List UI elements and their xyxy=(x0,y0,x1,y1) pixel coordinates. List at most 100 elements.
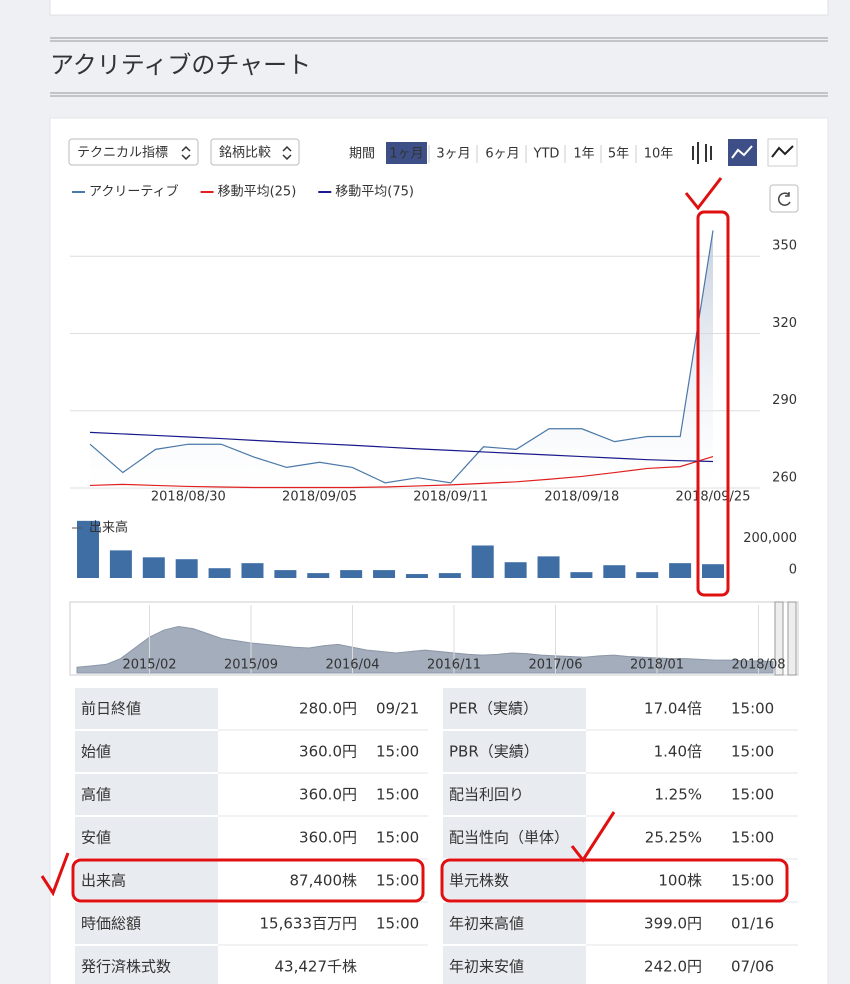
cell-value: 43,427千株 xyxy=(275,958,358,976)
cell-time: 15:00 xyxy=(731,872,774,890)
y-tick-label: 0 xyxy=(789,563,797,578)
bar xyxy=(636,572,659,578)
annotations xyxy=(40,177,789,903)
bar xyxy=(438,573,461,578)
cell-time: 15:00 xyxy=(376,915,419,933)
cell-label: 時価総額 xyxy=(81,915,141,933)
label-cell xyxy=(75,731,218,772)
y-tick-label: 350 xyxy=(772,239,797,254)
label-cell xyxy=(443,946,586,984)
bar xyxy=(340,570,363,578)
navigator-frame xyxy=(69,601,799,676)
y-tick-label: 200,000 xyxy=(743,531,797,546)
series-line xyxy=(89,456,714,489)
bar xyxy=(603,565,626,578)
label-cell xyxy=(443,774,586,815)
cell-value: 15,633百万円 xyxy=(260,915,358,933)
label-cell xyxy=(443,903,586,944)
cell-value: 1.40倍 xyxy=(654,743,702,761)
y-tick-label: 320 xyxy=(772,316,797,331)
period-button[interactable]: 3ヶ月 xyxy=(436,147,470,162)
period-label: 期間 xyxy=(349,147,375,162)
series-line xyxy=(89,431,714,463)
navigator-label: 2015/02 xyxy=(122,658,176,673)
period-button[interactable]: 6ヶ月 xyxy=(485,147,519,162)
cell-label: 高値 xyxy=(81,786,111,804)
legend-label: 移動平均(25) xyxy=(218,185,297,200)
cell-label: PER（実績） xyxy=(449,700,538,718)
bar xyxy=(669,563,692,578)
cell-value: 25.25% xyxy=(645,829,702,847)
legend-label: 出来高 xyxy=(89,520,128,536)
period-selected xyxy=(386,142,427,164)
bar xyxy=(208,568,231,578)
navigator-label: 2018/01 xyxy=(630,658,684,673)
candle-icon[interactable] xyxy=(692,142,712,164)
select-label: テクニカル指標 xyxy=(77,146,168,161)
refresh-button[interactable] xyxy=(769,184,799,213)
cell-value: 360.0円 xyxy=(299,743,357,761)
cell-label: 配当性向（単体） xyxy=(449,829,569,847)
label-cell xyxy=(75,817,218,858)
bar xyxy=(405,574,428,578)
cell-time: 07/06 xyxy=(731,958,774,976)
select[interactable] xyxy=(210,138,300,166)
cell-time: 15:00 xyxy=(376,829,419,847)
cell-label: 配当利回り xyxy=(449,786,524,804)
cell-time: 15:00 xyxy=(731,829,774,847)
cell-value: 242.0円 xyxy=(644,958,702,976)
chart-type-icons xyxy=(692,138,798,167)
period-button[interactable]: 1ヶ月 xyxy=(389,147,423,162)
navigator-label: 2016/04 xyxy=(325,658,379,673)
label-cell xyxy=(443,817,586,858)
navigator-handle[interactable] xyxy=(774,601,784,676)
cell-label: 年初来高値 xyxy=(449,915,524,933)
period-button[interactable]: 10年 xyxy=(644,147,674,162)
cell-time: 09/21 xyxy=(376,700,419,718)
cell-value: 280.0円 xyxy=(299,700,357,718)
cell-label: 前日終値 xyxy=(81,700,141,718)
bar xyxy=(702,564,724,578)
bar xyxy=(307,573,330,578)
area-icon-line xyxy=(731,145,753,159)
series-line xyxy=(89,230,714,484)
cell-time: 15:00 xyxy=(731,786,774,804)
cell-value: 399.0円 xyxy=(644,915,702,933)
legend-label: 移動平均(75) xyxy=(335,185,414,200)
bar xyxy=(373,570,396,578)
bar xyxy=(471,545,494,578)
cell-label: 出来高 xyxy=(81,872,126,890)
bar xyxy=(109,550,132,578)
bar xyxy=(241,563,264,578)
label-cell xyxy=(75,946,218,984)
cell-label: PBR（実績） xyxy=(449,743,539,761)
navigator-handle[interactable] xyxy=(787,601,797,676)
x-tick-label: 2018/08/30 xyxy=(151,490,226,505)
period-button[interactable]: 1年 xyxy=(573,147,594,162)
y-tick-label: 290 xyxy=(772,393,797,408)
select[interactable] xyxy=(68,138,199,166)
bar xyxy=(274,570,297,578)
label-cell xyxy=(443,731,586,772)
navigator-label: 2016/11 xyxy=(427,658,481,673)
area-fill xyxy=(90,230,713,489)
cell-time: 15:00 xyxy=(376,743,419,761)
period-button[interactable]: YTD xyxy=(533,147,560,162)
cell-time: 15:00 xyxy=(376,786,419,804)
top-card xyxy=(49,0,829,16)
select-label: 銘柄比較 xyxy=(219,146,271,161)
period-button[interactable]: 5年 xyxy=(608,147,629,162)
red-annotation xyxy=(570,811,616,863)
legend-label: アクリーティブ xyxy=(89,184,179,200)
cell-value: 17.04倍 xyxy=(644,700,702,718)
bar xyxy=(570,572,593,578)
navigator-label: 2017/06 xyxy=(528,658,582,673)
x-tick-label: 2018/09/18 xyxy=(544,490,619,505)
red-annotation xyxy=(71,858,425,903)
cell-value: 360.0円 xyxy=(299,829,357,847)
navigator-label: 2018/08 xyxy=(731,658,785,673)
red-annotation xyxy=(40,852,70,897)
cell-time: 15:00 xyxy=(376,872,419,890)
